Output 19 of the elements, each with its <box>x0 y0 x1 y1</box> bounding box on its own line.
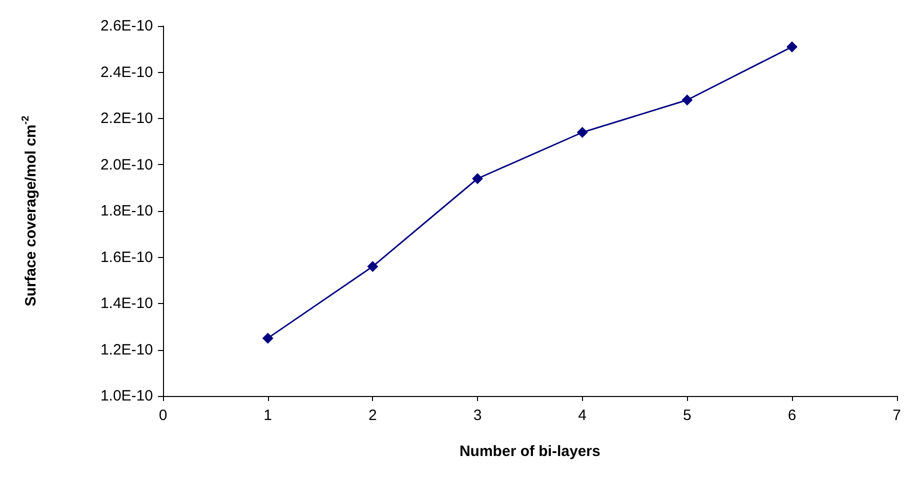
x-tick-label: 5 <box>682 407 692 424</box>
y-tick-label: 1.6E-10 <box>100 248 153 266</box>
y-tick-label: 2.0E-10 <box>100 156 153 174</box>
y-tick-label: 1.8E-10 <box>100 202 153 220</box>
x-tick-label: 0 <box>158 407 168 424</box>
y-tick-label: 2.6E-10 <box>100 18 153 34</box>
y-tick-label: 2.4E-10 <box>100 64 153 81</box>
x-tick-label: 2 <box>368 407 377 424</box>
y-tick-label: 2.2E-10 <box>100 110 153 127</box>
y-tick-label: 1.2E-10 <box>100 341 153 358</box>
y-axis-title: Surface coverage/mol cm-2 <box>20 115 40 306</box>
y-tick-label: 1.4E-10 <box>100 295 153 312</box>
y-tick-label: 1.0E-10 <box>100 388 153 404</box>
x-tick-label: 6 <box>788 407 796 424</box>
x-tick-label: 7 <box>892 407 901 424</box>
x-tick-label: 1 <box>264 407 272 424</box>
x-tick-label: 4 <box>578 407 587 424</box>
x-axis-title: Number of bi-layers <box>459 443 600 460</box>
x-tick-label: 3 <box>473 407 482 424</box>
